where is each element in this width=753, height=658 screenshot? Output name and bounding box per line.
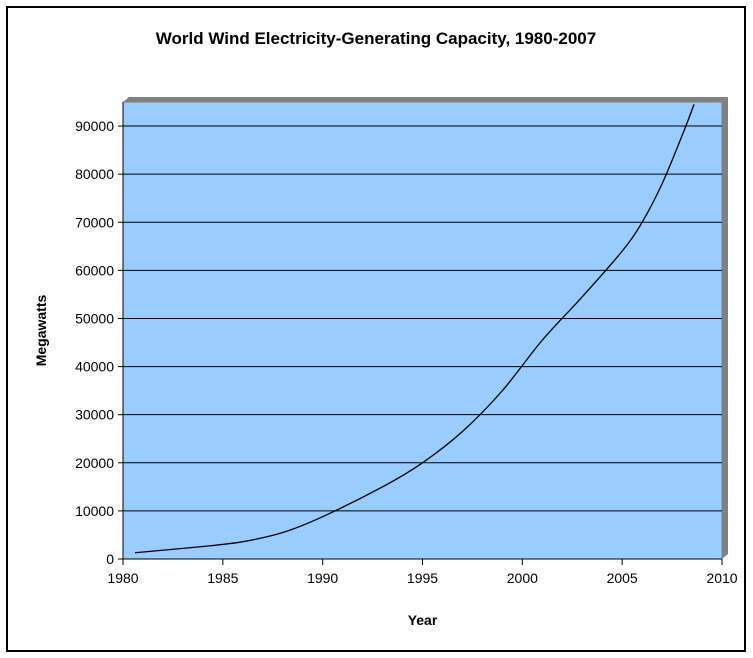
plot-wall-right <box>722 97 728 559</box>
y-tick-label: 40000 <box>75 359 114 375</box>
x-tick-label: 2000 <box>507 570 538 586</box>
y-tick-label: 10000 <box>75 503 114 519</box>
y-tick-label: 0 <box>106 551 114 567</box>
series-line-0 <box>134 104 695 554</box>
x-tick-label: 1985 <box>207 570 238 586</box>
y-axis-title: Megawatts <box>33 295 49 367</box>
x-tick-label: 1990 <box>307 570 338 586</box>
x-tick-label: 2010 <box>706 570 737 586</box>
y-tick-label: 20000 <box>75 455 114 471</box>
plot-area <box>122 101 723 560</box>
y-tick-label: 50000 <box>75 310 114 326</box>
x-tick-label: 1980 <box>107 570 138 586</box>
y-tick-label: 80000 <box>75 166 114 182</box>
plot-wall-top <box>123 97 728 102</box>
chart-title: World Wind Electricity-Generating Capaci… <box>155 29 597 48</box>
y-tick-label: 60000 <box>75 262 114 278</box>
y-tick-label: 30000 <box>75 407 114 423</box>
x-tick-label: 2005 <box>607 570 638 586</box>
y-tick-label: 70000 <box>75 214 114 230</box>
x-axis-title: Year <box>408 612 438 628</box>
x-tick-label: 1995 <box>407 570 438 586</box>
y-tick-label: 90000 <box>75 118 114 134</box>
